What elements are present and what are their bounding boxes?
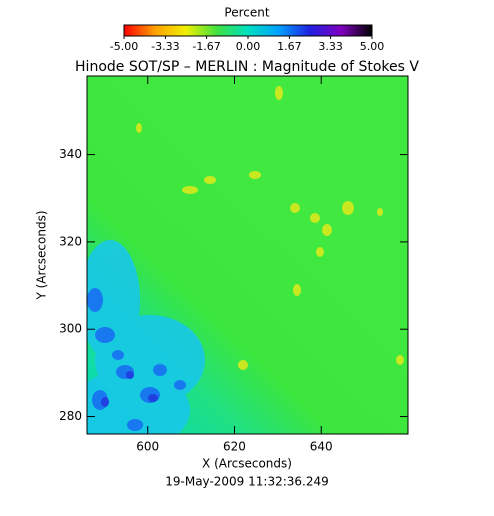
colorbar-tick-label: 1.67 (277, 40, 302, 53)
colorbar-title: Percent (224, 6, 269, 20)
y-tick-label: 320 (59, 234, 82, 248)
x-tick-label: 600 (136, 440, 159, 454)
x-tick-label: 640 (310, 440, 333, 454)
x-axis-label: X (Arcseconds) (202, 457, 292, 471)
y-tick-label: 280 (59, 409, 82, 423)
x-tick-label: 620 (223, 440, 246, 454)
colorbar-tick-label: 5.00 (360, 40, 385, 53)
y-tick-label: 300 (59, 322, 82, 336)
y-tick-label: 340 (59, 147, 82, 161)
colorbar-tick-label: 3.33 (318, 40, 343, 53)
image-map (87, 76, 408, 434)
colorbar-tick-label: -1.67 (192, 40, 220, 53)
date-label: 19-May-2009 11:32:36.249 (165, 475, 329, 489)
colorbar-tick-label: -3.33 (151, 40, 179, 53)
chart-title: Hinode SOT/SP – MERLIN : Magnitude of St… (75, 59, 419, 75)
colorbar-tick-label: 0.00 (236, 40, 261, 53)
y-axis-label: Y (Arcseconds) (35, 210, 49, 300)
colorbar-tick-label: -5.00 (110, 40, 138, 53)
colorbar (123, 24, 373, 37)
plot-frame (86, 75, 409, 435)
